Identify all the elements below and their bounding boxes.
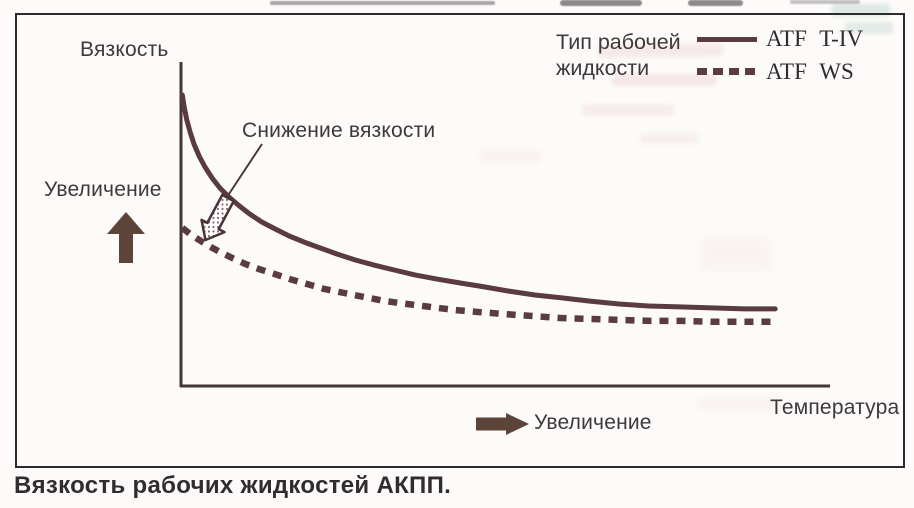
annotation-label: Снижение вязкости: [242, 119, 436, 142]
x-axis-label: Температура: [770, 396, 900, 419]
right-arrow-icon: [476, 413, 529, 435]
annotation-pointer-line: [226, 143, 263, 198]
y-increase-label: Увеличение: [44, 178, 162, 201]
legend-swatch-solid: [697, 37, 757, 42]
legend-entry-atf-ws: ATF WS: [766, 59, 854, 84]
x-increase-label: Увеличение: [534, 411, 652, 434]
down-arrow-icon: [200, 193, 235, 242]
figure-caption: Вязкость рабочих жидкостей АКПП.: [14, 472, 452, 499]
curve-atf-ws: [180, 225, 776, 326]
legend-title: Тип рабочей жидкости: [556, 30, 681, 80]
up-arrow-icon: [107, 212, 145, 263]
legend-entry-atf-t-iv: ATF T-IV: [766, 26, 864, 51]
y-axis-label: Вязкость: [80, 38, 169, 61]
legend-swatch-dashed: [697, 68, 757, 75]
chart-frame: [15, 13, 905, 468]
curve-atf-t-iv: [179, 92, 778, 312]
